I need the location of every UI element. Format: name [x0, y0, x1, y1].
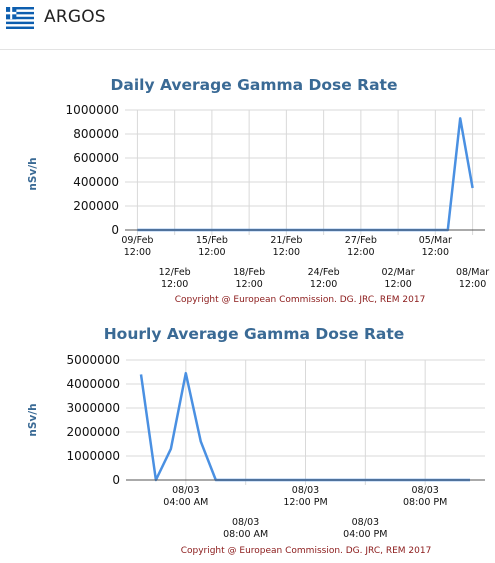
hourly-chart-title: Hourly Average Gamma Dose Rate [104, 325, 405, 343]
svg-text:08/03: 08/03 [411, 485, 438, 496]
svg-text:18/Feb: 18/Feb [233, 267, 265, 278]
svg-text:12:00: 12:00 [347, 247, 374, 258]
y-tick-label: 800000 [73, 127, 119, 141]
daily-chart: Daily Average Gamma Dose Rate nSv/h 1000… [27, 76, 489, 305]
svg-text:12:00: 12:00 [273, 247, 300, 258]
y-tick-label: 600000 [73, 151, 119, 165]
svg-text:08/03: 08/03 [172, 485, 199, 496]
svg-text:15/Feb: 15/Feb [196, 235, 228, 246]
station-name: ARGOS [44, 7, 106, 27]
daily-dose-rate-line [137, 117, 474, 232]
svg-text:05/Mar: 05/Mar [419, 235, 452, 246]
greece-flag-icon [6, 7, 34, 29]
hourly-chart-ylabel: nSv/h [27, 403, 39, 436]
svg-text:12:00: 12:00 [235, 279, 262, 290]
y-tick-label: 5000000 [67, 353, 120, 367]
svg-text:12:00: 12:00 [384, 279, 411, 290]
daily-chart-title: Daily Average Gamma Dose Rate [111, 76, 398, 94]
svg-text:04:00 PM: 04:00 PM [343, 529, 387, 540]
svg-text:08/Mar: 08/Mar [456, 267, 489, 278]
svg-text:12:00 PM: 12:00 PM [283, 497, 327, 508]
y-tick-label: 1000000 [66, 103, 119, 117]
daily-copyright: Copyright @ European Commission. DG. JRC… [175, 295, 426, 305]
svg-text:12:00: 12:00 [198, 247, 225, 258]
svg-text:08:00 AM: 08:00 AM [223, 529, 268, 540]
svg-text:24/Feb: 24/Feb [308, 267, 340, 278]
svg-text:12:00: 12:00 [161, 279, 188, 290]
y-tick-label: 200000 [73, 199, 119, 213]
svg-text:04:00 AM: 04:00 AM [163, 497, 208, 508]
y-tick-label: 4000000 [67, 377, 120, 391]
svg-text:27/Feb: 27/Feb [345, 235, 377, 246]
svg-text:08/03: 08/03 [232, 517, 259, 528]
svg-text:08:00 PM: 08:00 PM [403, 497, 447, 508]
svg-text:08/03: 08/03 [352, 517, 379, 528]
hourly-copyright: Copyright @ European Commission. DG. JRC… [181, 546, 432, 556]
y-tick-label: 1000000 [67, 449, 120, 463]
svg-text:08/03: 08/03 [292, 485, 319, 496]
svg-text:12:00: 12:00 [310, 279, 337, 290]
svg-text:02/Mar: 02/Mar [381, 267, 414, 278]
svg-text:12:00: 12:00 [124, 247, 151, 258]
y-tick-label: 2000000 [67, 425, 120, 439]
svg-text:12/Feb: 12/Feb [159, 267, 191, 278]
daily-chart-ylabel: nSv/h [27, 157, 39, 190]
svg-text:09/Feb: 09/Feb [121, 235, 153, 246]
svg-text:12:00: 12:00 [422, 247, 449, 258]
y-tick-label: 400000 [73, 175, 119, 189]
station-header: ARGOS [0, 0, 495, 50]
svg-text:12:00: 12:00 [459, 279, 486, 290]
svg-text:21/Feb: 21/Feb [270, 235, 302, 246]
y-tick-label: 3000000 [67, 401, 120, 415]
y-tick-label: 0 [111, 223, 119, 237]
y-tick-label: 0 [112, 473, 120, 487]
hourly-chart: Hourly Average Gamma Dose Rate nSv/h 500… [27, 325, 485, 556]
